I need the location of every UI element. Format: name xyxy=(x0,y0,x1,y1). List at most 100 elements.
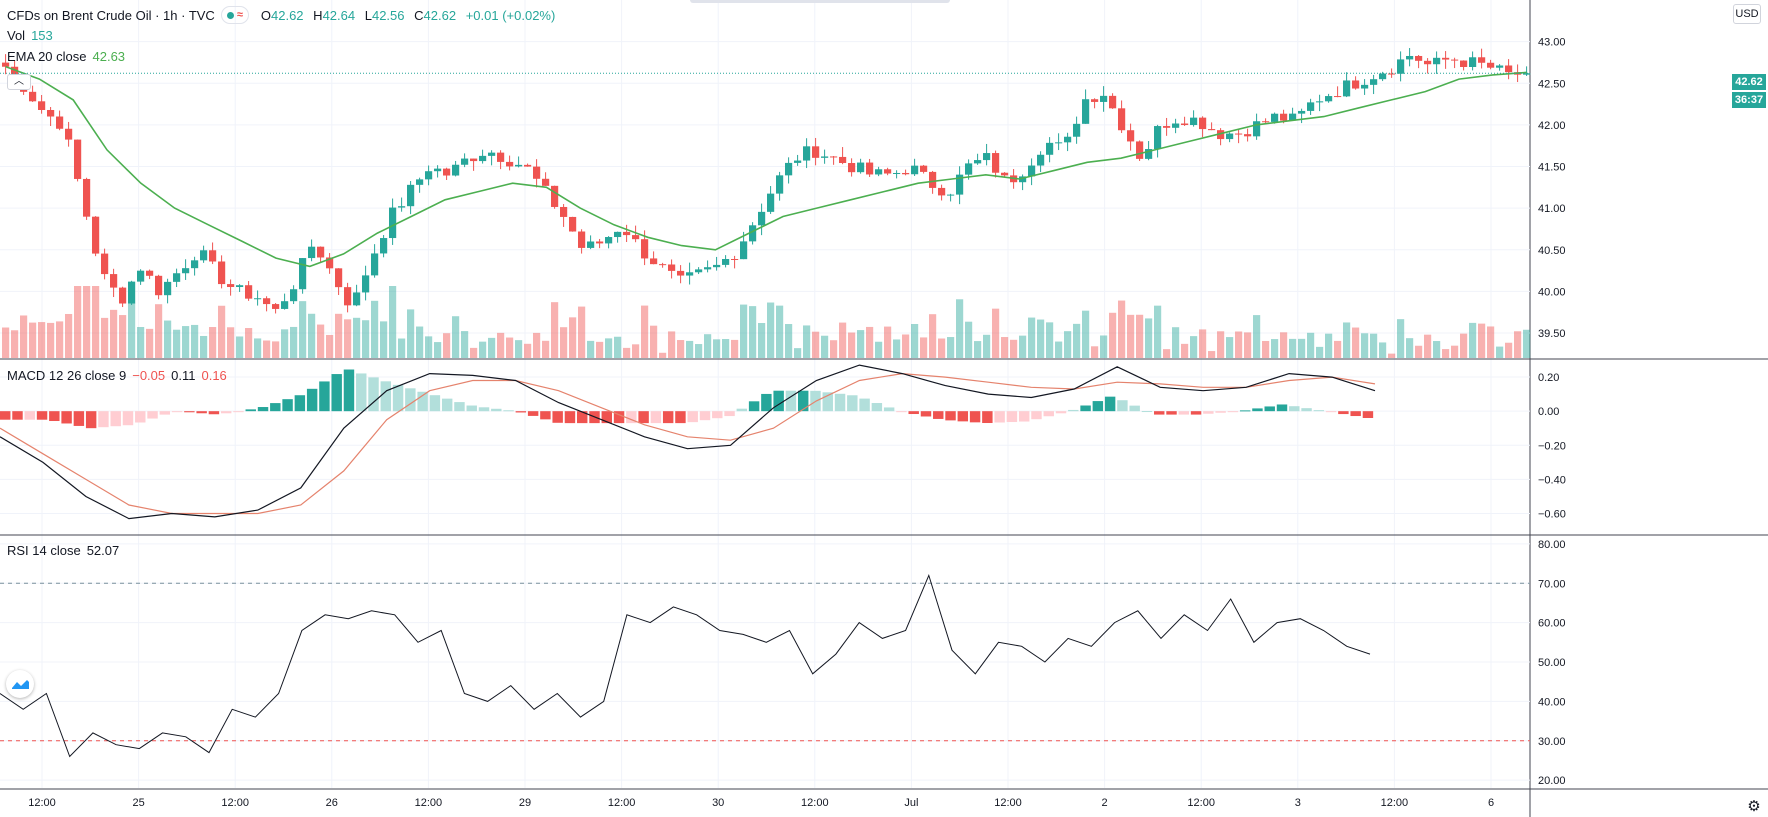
candle-body xyxy=(110,274,118,288)
volume-bar xyxy=(1190,336,1198,358)
volume-bar xyxy=(929,314,937,358)
macd-histogram-bar xyxy=(405,388,416,412)
volume-bar xyxy=(1091,346,1099,358)
collapse-legend-button[interactable]: ︿ xyxy=(7,74,31,90)
macd-legend[interactable]: MACD 12 26 close 9 −0.05 0.11 0.16 xyxy=(7,368,227,383)
high-value: 42.64 xyxy=(322,7,356,23)
candle-body xyxy=(641,239,649,259)
volume-bar xyxy=(713,339,721,358)
macd-histogram-bar xyxy=(662,411,674,424)
x-tick-label: 26 xyxy=(326,797,338,809)
candle-body xyxy=(308,246,316,259)
volume-bar xyxy=(443,333,451,358)
volume-bar xyxy=(740,304,748,358)
volume-bar xyxy=(578,306,586,358)
macd-histogram-bar xyxy=(675,411,686,424)
macd-histogram-bar xyxy=(208,411,220,415)
volume-bar xyxy=(1388,353,1396,358)
macd-histogram-bar xyxy=(908,411,919,415)
volume-bar xyxy=(1316,346,1324,358)
volume-bar xyxy=(146,328,154,358)
volume-bar xyxy=(641,305,649,358)
macd-histogram-bar xyxy=(650,411,662,424)
volume-bar xyxy=(1136,314,1144,358)
open-label: O xyxy=(260,7,271,23)
candle-body xyxy=(776,175,784,194)
volume-bar xyxy=(1406,338,1414,358)
volume-bar xyxy=(1010,339,1018,358)
macd-histogram-bar xyxy=(1362,411,1374,418)
x-tick-label: 6 xyxy=(1488,797,1494,809)
volume-bar xyxy=(893,339,901,358)
macd-histogram-bar xyxy=(1043,411,1054,417)
macd-tick-label: 0.00 xyxy=(1538,406,1559,418)
macd-histogram-bar xyxy=(847,395,858,412)
volume-bar xyxy=(794,348,802,358)
macd-histogram-bar xyxy=(122,411,134,426)
volume-legend[interactable]: Vol 153 xyxy=(7,28,53,43)
candle-body xyxy=(533,166,541,179)
macd-histogram-bar xyxy=(1092,401,1104,412)
macd-histogram-bar xyxy=(1018,411,1030,422)
price-tick-label: 39.50 xyxy=(1538,328,1566,340)
volume-bar xyxy=(758,322,766,358)
candle-body xyxy=(1019,176,1027,183)
candle-body xyxy=(974,160,982,164)
x-tick-label: 30 xyxy=(712,797,724,809)
candle-body xyxy=(272,304,280,309)
macd-histogram-bar xyxy=(785,390,797,412)
x-tick-label: 12:00 xyxy=(415,797,443,809)
candle-body xyxy=(1208,129,1216,131)
candle-body xyxy=(1001,172,1009,176)
volume-bar xyxy=(1037,319,1045,358)
candle-body xyxy=(695,269,703,273)
candle-body xyxy=(245,285,253,299)
macd-histogram-bar xyxy=(1117,400,1128,412)
candle-body xyxy=(146,270,154,276)
price-tick-label: 42.50 xyxy=(1538,78,1566,90)
candle-body xyxy=(551,185,559,207)
volume-bar xyxy=(731,339,739,358)
settings-gear-icon[interactable]: ⚙ xyxy=(1747,798,1761,815)
rsi-legend[interactable]: RSI 14 close 52.07 xyxy=(7,543,119,558)
market-status-pill[interactable]: ≈ xyxy=(220,6,249,24)
candle-body xyxy=(794,160,802,163)
candle-body xyxy=(443,168,451,176)
candle-body xyxy=(1163,126,1171,128)
x-tick-label: 12:00 xyxy=(28,797,56,809)
candle-body xyxy=(335,268,343,288)
volume-bar xyxy=(1379,342,1387,358)
candle-body xyxy=(1406,55,1414,60)
macd-histogram-bar xyxy=(773,390,784,412)
candle-body xyxy=(1253,121,1261,137)
candle-body xyxy=(254,298,262,300)
volume-bar xyxy=(470,347,478,358)
macd-histogram-bar xyxy=(969,411,981,423)
macd-histogram-bar xyxy=(12,411,23,420)
candle-body xyxy=(1064,136,1072,143)
volume-bar xyxy=(974,341,982,358)
volume-bar xyxy=(1298,338,1306,358)
candle-body xyxy=(1037,154,1045,166)
ema-legend[interactable]: EMA 20 close 42.63 xyxy=(7,49,125,64)
volume-bar xyxy=(29,322,37,358)
change-value: +0.01 (+0.02%) xyxy=(465,7,556,23)
volume-bar xyxy=(1046,322,1054,358)
candle-body xyxy=(956,174,964,195)
candle-body xyxy=(407,184,415,207)
volume-bar xyxy=(38,322,46,358)
candle-body xyxy=(56,116,64,129)
volume-bar xyxy=(1100,335,1108,358)
volume-bar xyxy=(605,338,613,358)
tradingview-logo[interactable] xyxy=(6,670,34,698)
x-tick-label: 25 xyxy=(132,797,144,809)
candle-body xyxy=(1361,84,1369,89)
currency-button[interactable]: USD xyxy=(1733,4,1761,24)
volume-bar xyxy=(11,330,19,358)
volume-bar xyxy=(848,332,856,358)
price-tick-label: 43.00 xyxy=(1538,37,1566,49)
volume-bar xyxy=(461,331,469,358)
macd-histogram-bar xyxy=(454,402,465,412)
candle-body xyxy=(542,178,550,186)
